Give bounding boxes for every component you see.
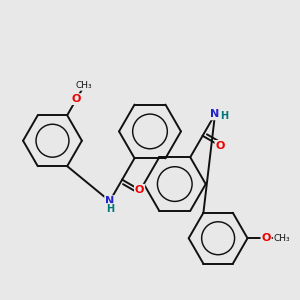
- Text: H: H: [220, 111, 228, 121]
- Text: O: O: [215, 141, 225, 151]
- Text: O: O: [135, 185, 144, 195]
- Text: CH₃: CH₃: [273, 234, 290, 243]
- Text: H: H: [106, 204, 114, 214]
- Text: N: N: [210, 109, 220, 119]
- Text: CH₃: CH₃: [76, 81, 92, 90]
- Text: O: O: [261, 233, 271, 243]
- Text: O: O: [72, 94, 81, 104]
- Text: N: N: [105, 196, 114, 206]
